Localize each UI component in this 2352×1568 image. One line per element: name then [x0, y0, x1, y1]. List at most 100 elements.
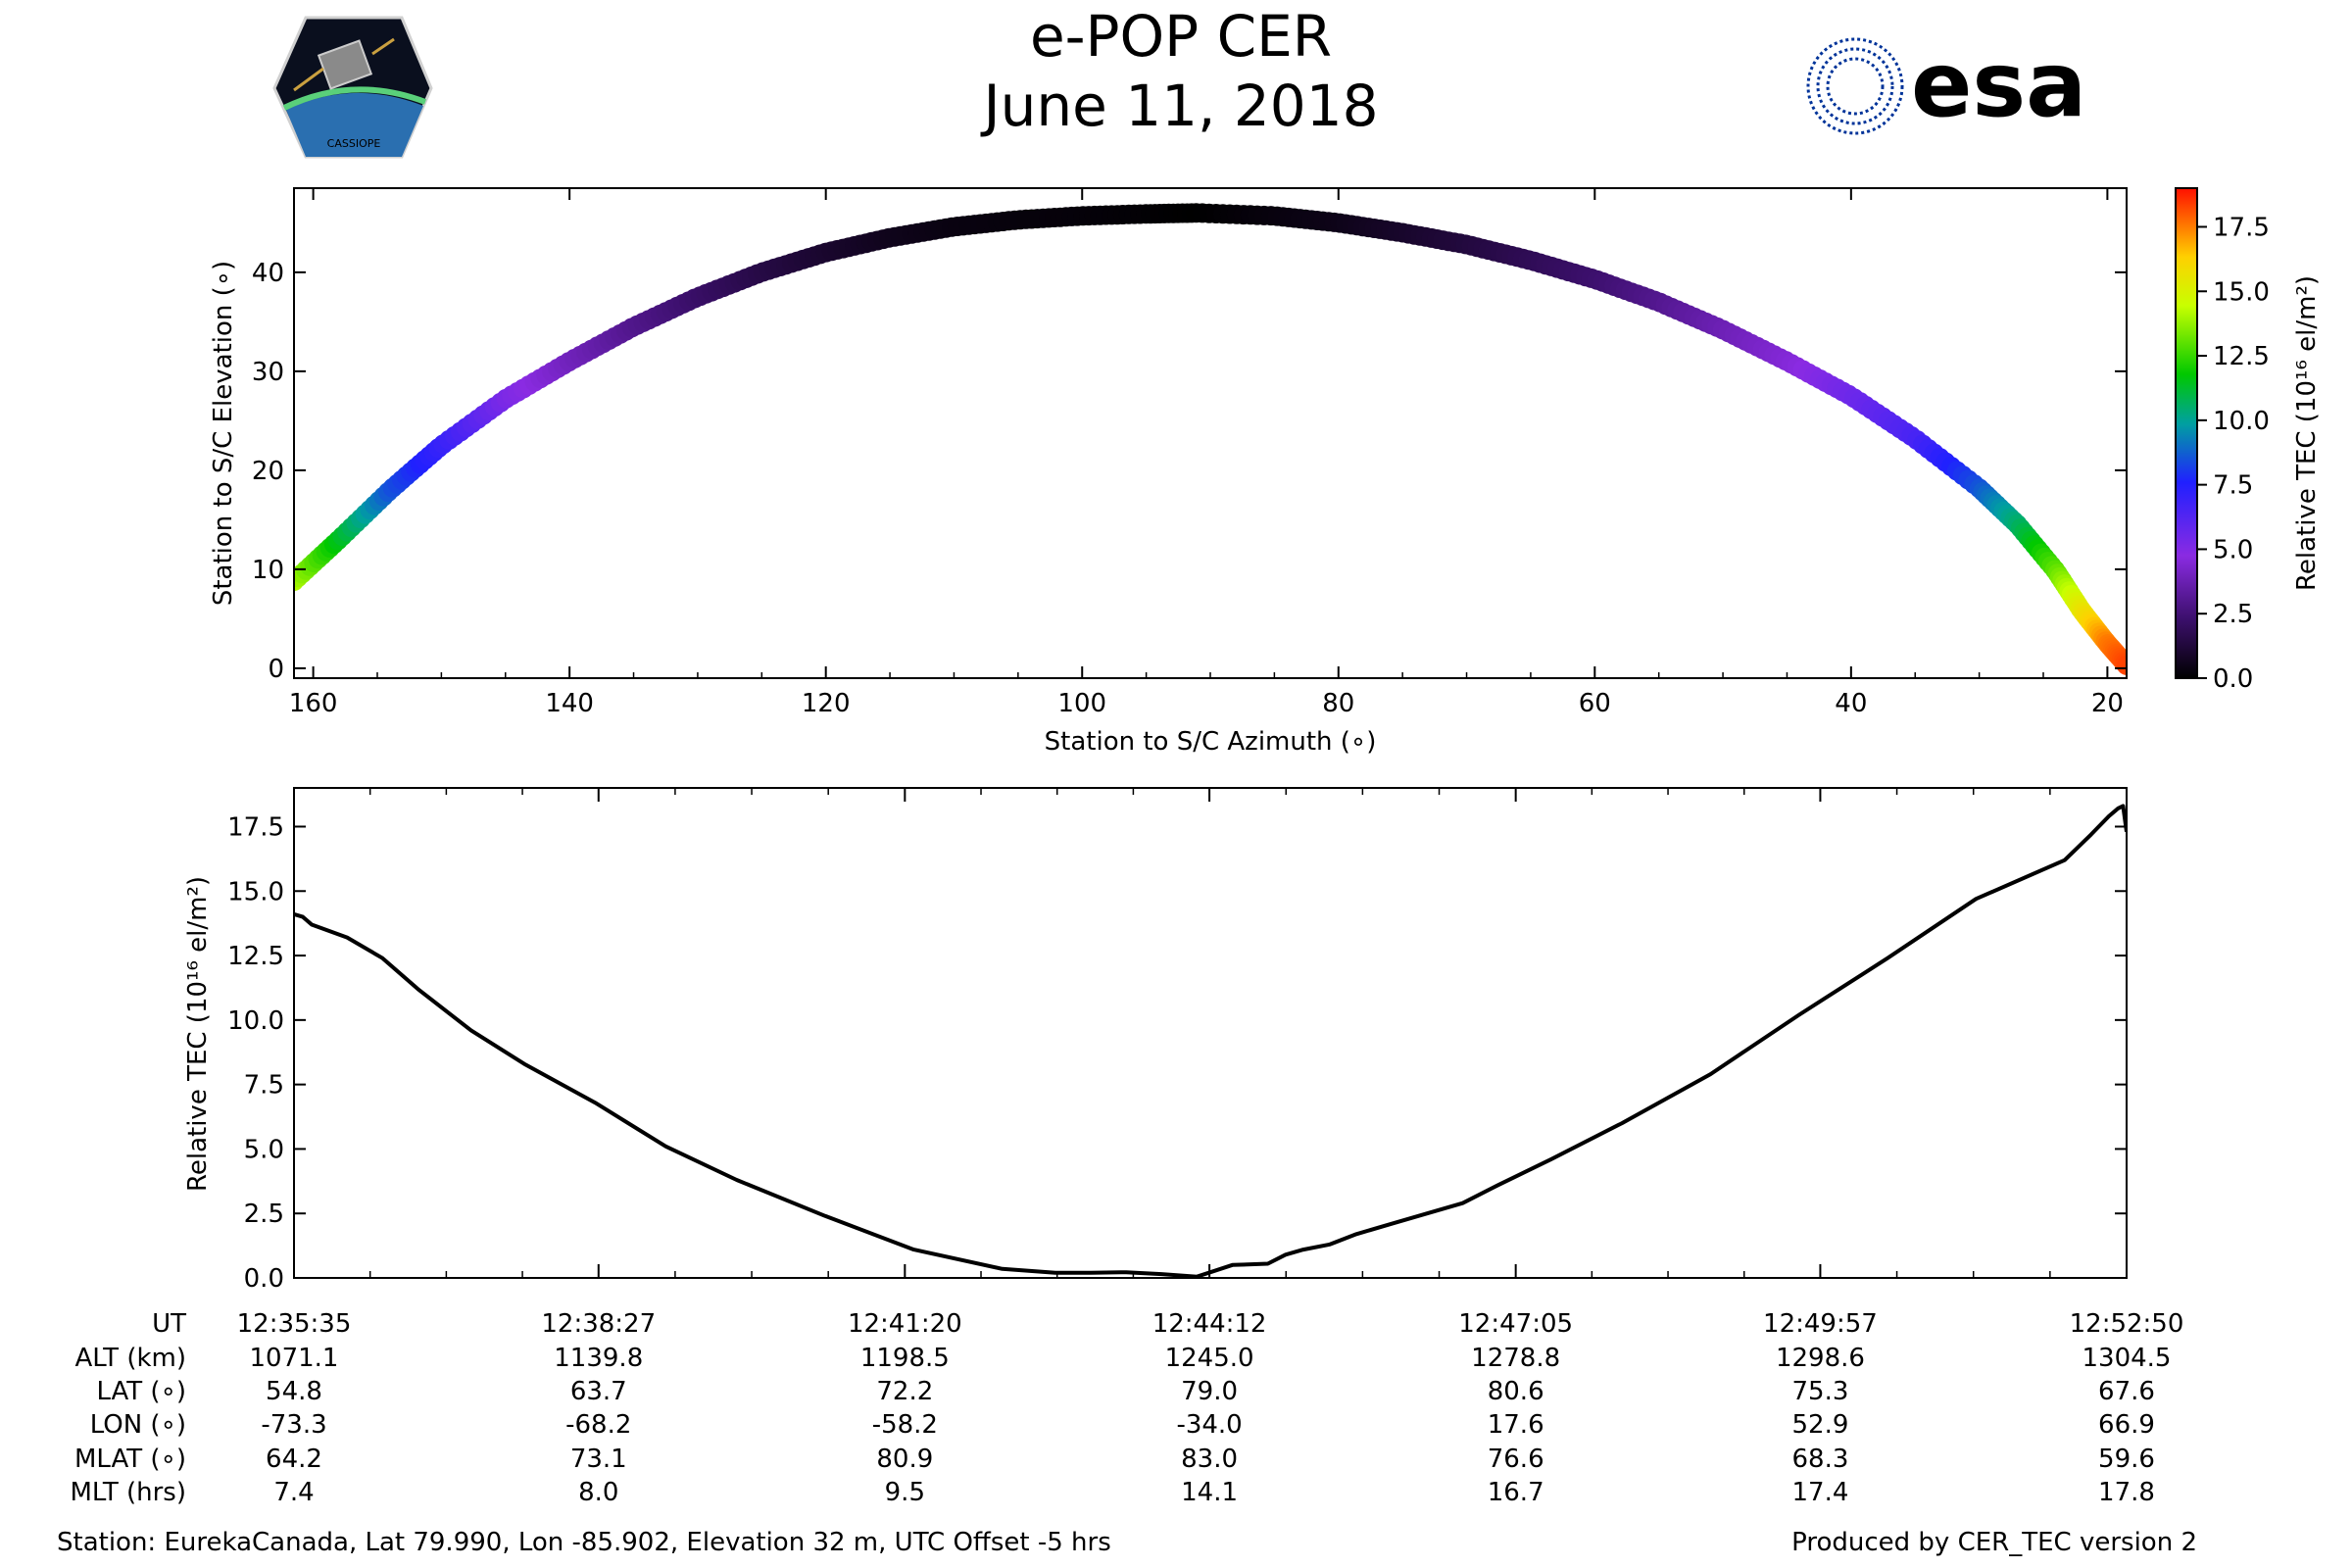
top-plot-ticks: 160 140 120 100 80 60 40 20 0 10 20 30 40	[252, 188, 2127, 718]
colorbar-tick-label: 10.0	[2213, 407, 2270, 436]
table-cell: 66.9	[2098, 1410, 2155, 1440]
y-tick-label: 10	[252, 556, 284, 585]
x-tick-label: 120	[802, 689, 851, 718]
top-plot-frame	[293, 187, 2128, 679]
figure-date: June 11, 2018	[980, 73, 1378, 139]
x-tick-label: 160	[289, 689, 338, 718]
colorbar	[2175, 187, 2198, 679]
table-cell: -68.2	[565, 1410, 631, 1440]
cassiope-logo: CASSIOPE	[272, 16, 433, 159]
y-tick-label: 0.0	[244, 1264, 284, 1294]
table-cell: 16.7	[1488, 1478, 1544, 1507]
bottom-plot-y-label: Relative TEC (10¹⁶ el/m²)	[183, 876, 213, 1192]
top-plot-x-label: Station to S/C Azimuth (∘)	[1045, 727, 1377, 757]
colorbar-tick-label: 0.0	[2213, 664, 2253, 694]
bottom-plot-ticks: 0.0 2.5 5.0 7.5 10.0 12.5 15.0 17.5	[227, 788, 2128, 1294]
bottom-plot-frame	[293, 787, 2128, 1279]
ephemeris-table: UT ALT (km) LAT (∘) LON (∘) MLAT (∘) MLT (hrs…	[71, 1309, 2184, 1507]
y-tick-label: 17.5	[227, 812, 284, 842]
table-cell: 79.0	[1181, 1377, 1238, 1406]
y-tick-label: 12.5	[227, 942, 284, 971]
table-cell: 9.5	[885, 1478, 925, 1507]
table-row-label: LAT (∘)	[96, 1377, 186, 1406]
colorbar-ticks: 0.0 2.5 5.0 7.5 10.0 12.5 15.0 17.5	[2197, 213, 2270, 694]
table-row-label: MLAT (∘)	[74, 1445, 186, 1474]
table-cell: 1298.6	[1776, 1344, 1865, 1373]
colorbar-tick-label: 12.5	[2213, 342, 2270, 371]
table-cell: 12:38:27	[541, 1309, 656, 1339]
x-tick-label: 80	[1322, 689, 1354, 718]
table-cell: -73.3	[261, 1410, 326, 1440]
table-cell: 63.7	[570, 1377, 627, 1406]
x-tick-label: 20	[2091, 689, 2124, 718]
table-row-label: UT	[152, 1309, 186, 1339]
tec-series-line	[294, 804, 2127, 1278]
table-cell: 17.6	[1488, 1410, 1544, 1440]
table-cell: 68.3	[1791, 1445, 1848, 1474]
table-cell: 67.6	[2098, 1377, 2155, 1406]
top-plot-y-label: Station to S/C Elevation (∘)	[209, 261, 238, 606]
table-cell: 12:35:35	[237, 1309, 352, 1339]
table-cell: 80.6	[1488, 1377, 1544, 1406]
table-cell: 73.1	[570, 1445, 627, 1474]
table-row-label: ALT (km)	[74, 1344, 186, 1373]
y-tick-label: 15.0	[227, 877, 284, 906]
table-cell: 7.4	[273, 1478, 314, 1507]
table-cell: 1304.5	[2082, 1344, 2172, 1373]
table-cell: 83.0	[1181, 1445, 1238, 1474]
table-cell: 72.2	[876, 1377, 933, 1406]
table-cell: 1278.8	[1471, 1344, 1560, 1373]
colorbar-tick-label: 5.0	[2213, 535, 2253, 564]
x-tick-label: 100	[1057, 689, 1106, 718]
table-cell: 12:52:50	[2070, 1309, 2184, 1339]
y-tick-label: 5.0	[244, 1135, 284, 1164]
y-tick-label: 10.0	[227, 1006, 284, 1036]
table-cell: 17.8	[2098, 1478, 2155, 1507]
table-cell: -34.0	[1176, 1410, 1242, 1440]
figure-title: e-POP CER	[1030, 3, 1332, 70]
y-tick-label: 2.5	[244, 1200, 284, 1229]
table-row-label: MLT (hrs)	[71, 1478, 187, 1507]
arc-track	[294, 203, 2127, 675]
table-cell: 80.9	[876, 1445, 933, 1474]
y-tick-label: 20	[252, 457, 284, 486]
y-tick-label: 7.5	[244, 1071, 284, 1101]
table-row-label: LON (∘)	[90, 1410, 186, 1440]
colorbar-tick-label: 15.0	[2213, 277, 2270, 307]
table-cell: 76.6	[1488, 1445, 1544, 1474]
colorbar-tick-label: 17.5	[2213, 213, 2270, 242]
table-cell: 14.1	[1181, 1478, 1238, 1507]
esa-logo: esa	[1806, 32, 2086, 137]
y-tick-label: 0	[268, 655, 284, 684]
table-cell: 17.4	[1791, 1478, 1848, 1507]
table-cell: -58.2	[872, 1410, 938, 1440]
table-cell: 8.0	[578, 1478, 618, 1507]
table-cell: 12:41:20	[848, 1309, 962, 1339]
table-cell: 52.9	[1791, 1410, 1848, 1440]
table-cell: 12:47:05	[1458, 1309, 1573, 1339]
x-tick-label: 40	[1835, 689, 1867, 718]
cassiope-logo-text: CASSIOPE	[327, 137, 381, 150]
table-cell: 75.3	[1791, 1377, 1848, 1406]
table-cell: 1071.1	[250, 1344, 339, 1373]
table-cell: 54.8	[266, 1377, 322, 1406]
colorbar-tick-label: 7.5	[2213, 471, 2253, 501]
table-cell: 1198.5	[860, 1344, 950, 1373]
x-tick-label: 60	[1579, 689, 1611, 718]
table-cell: 64.2	[266, 1445, 322, 1474]
colorbar-label: Relative TEC (10¹⁶ el/m²)	[2292, 275, 2322, 591]
station-info: Station: EurekaCanada, Lat 79.990, Lon -…	[57, 1528, 1111, 1557]
y-tick-label: 30	[252, 358, 284, 387]
table-cell: 12:49:57	[1763, 1309, 1878, 1339]
x-tick-label: 140	[545, 689, 594, 718]
arc-track-point	[2117, 655, 2127, 675]
colorbar-tick-label: 2.5	[2213, 600, 2253, 629]
esa-logo-text: esa	[1911, 32, 2086, 137]
y-tick-label: 40	[252, 259, 284, 288]
table-cell: 1245.0	[1165, 1344, 1254, 1373]
produced-by: Produced by CER_TEC version 2	[1791, 1528, 2197, 1557]
table-cell: 12:44:12	[1152, 1309, 1267, 1339]
table-cell: 1139.8	[554, 1344, 643, 1373]
table-cell: 59.6	[2098, 1445, 2155, 1474]
